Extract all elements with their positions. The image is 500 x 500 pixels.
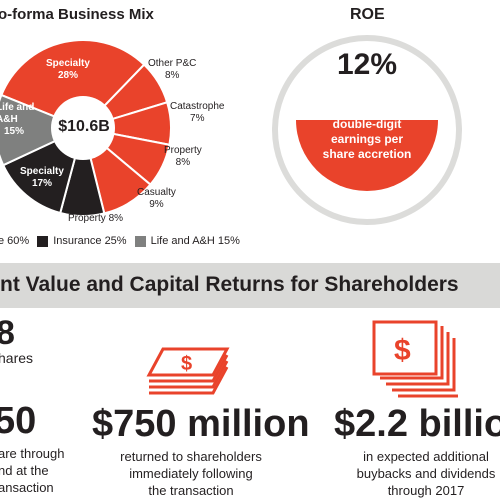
stat-mid-desc: returned to shareholders immediately fol… bbox=[115, 448, 267, 499]
stat-line: through 2017 bbox=[387, 483, 465, 498]
stat-line: are through bbox=[0, 446, 65, 461]
slice-name: Other P&C bbox=[148, 58, 197, 69]
stat-right-desc: in expected additional buybacks and divi… bbox=[352, 448, 500, 499]
stat-line: returned to shareholders bbox=[120, 449, 262, 464]
slice-value: 17% bbox=[31, 178, 52, 189]
roe-inner-fill bbox=[296, 120, 438, 191]
roe-outer-ring bbox=[272, 35, 462, 225]
slice-value: 9% bbox=[149, 199, 164, 210]
legend-label: Life and A&H 15% bbox=[150, 235, 240, 247]
donut-slice-life-ah bbox=[0, 93, 86, 167]
stat-line: immediately following bbox=[129, 466, 253, 481]
stat-line: nd at the bbox=[0, 463, 49, 478]
legend-label: e 60% bbox=[0, 235, 30, 247]
money-stack-icon: $ bbox=[146, 347, 230, 395]
slice-label-catastrophe: Catastrophe 7% bbox=[170, 101, 224, 125]
legend-label: Insurance 25% bbox=[53, 235, 127, 247]
slice-value: 28% bbox=[57, 70, 78, 81]
banner-title: nt Value and Capital Returns for Shareho… bbox=[0, 273, 459, 296]
stat-left-desc: are through nd at the ansaction bbox=[0, 445, 65, 496]
money-stack-icon: $ bbox=[372, 320, 458, 398]
donut-slice-specialty-28 bbox=[0, 39, 146, 130]
donut-center-value: $10.6B bbox=[58, 118, 110, 135]
slice-label-specialty-28: Specialty 28% bbox=[46, 58, 90, 82]
slice-value: 7% bbox=[190, 113, 205, 124]
slice-name: Life and A&H bbox=[0, 102, 35, 125]
roe-line: ROE and bbox=[341, 102, 393, 116]
slice-label-property: Property 8% bbox=[164, 145, 202, 169]
roe-line: double-digit bbox=[332, 117, 402, 131]
business-mix-legend: e 60% Insurance 25% Life and A&H 15% bbox=[0, 235, 240, 247]
roe-title: ROE bbox=[350, 6, 385, 23]
slice-label-other-pc: Other P&C 8% bbox=[148, 58, 196, 82]
stat-left-big: 8 bbox=[0, 314, 15, 352]
slice-label-life-ah: Life and A&H 15% bbox=[0, 102, 36, 138]
slice-label-specialty-17: Specialty 17% bbox=[20, 166, 64, 190]
slice-label-casualty: Casualty 9% bbox=[137, 187, 176, 211]
donut-hole bbox=[51, 96, 115, 160]
roe-line: earnings per bbox=[330, 132, 404, 146]
slice-name: Casualty bbox=[137, 187, 176, 198]
stat-right-big: $2.2 billio bbox=[334, 403, 500, 445]
slice-value: 15% bbox=[4, 126, 25, 137]
slice-value: 8% bbox=[164, 70, 180, 81]
business-mix-title: o-forma Business Mix bbox=[0, 6, 154, 23]
stat-mid-big: $750 million bbox=[92, 403, 310, 445]
section-banner: nt Value and Capital Returns for Shareho… bbox=[0, 263, 500, 308]
dollar-glyph: $ bbox=[394, 334, 411, 367]
stat-line: the transaction bbox=[148, 483, 234, 498]
slice-name: Catastrophe bbox=[170, 101, 225, 112]
slice-name: Property 8% bbox=[68, 213, 124, 224]
stat-line: buybacks and dividends bbox=[356, 466, 496, 481]
slice-name: Property bbox=[164, 145, 202, 156]
slice-value: 8% bbox=[175, 157, 191, 168]
roe-value: 12% bbox=[336, 48, 398, 81]
stat-line: in expected additional bbox=[363, 449, 489, 464]
roe-ring bbox=[272, 35, 462, 225]
stat-left-big2: 50 bbox=[0, 400, 37, 442]
business-mix-donut bbox=[0, 39, 172, 217]
stat-left-small: hares bbox=[0, 350, 34, 366]
slice-label-property-insurance: Property 8% bbox=[68, 213, 123, 225]
roe-description: ROE and double-digit earnings per share … bbox=[297, 102, 437, 162]
stat-line: ansaction bbox=[0, 480, 54, 495]
legend-swatch bbox=[134, 235, 146, 247]
slice-name: Specialty bbox=[20, 166, 64, 177]
roe-line: share accretion bbox=[322, 147, 412, 161]
dollar-glyph: $ bbox=[181, 353, 192, 375]
legend-swatch bbox=[37, 235, 49, 247]
slice-name: Specialty bbox=[46, 58, 90, 69]
